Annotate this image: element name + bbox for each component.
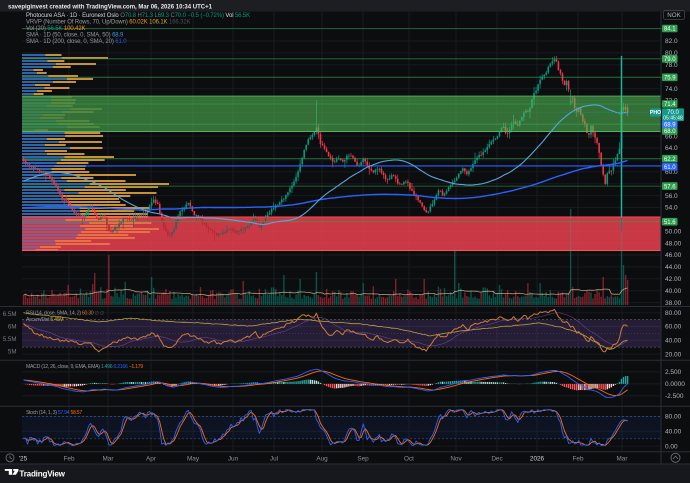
- svg-text:6M: 6M: [8, 324, 17, 331]
- svg-text:79.0: 79.0: [664, 57, 676, 63]
- svg-text:0.0000: 0.0000: [665, 381, 685, 388]
- svg-text:57.6: 57.6: [664, 184, 676, 190]
- svg-text:Aug: Aug: [316, 455, 328, 462]
- svg-text:Jul: Jul: [270, 455, 278, 462]
- svg-text:64.0: 64.0: [665, 145, 678, 152]
- svg-text:Mar: Mar: [102, 455, 114, 462]
- svg-text:68.0: 68.0: [664, 129, 676, 135]
- svg-text:40.00: 40.00: [665, 338, 682, 345]
- svg-text:Feb: Feb: [572, 455, 583, 462]
- svg-text:Stoch (14, 1, 3) 57.94 58.57: Stoch (14, 1, 3) 57.94 58.57: [26, 410, 82, 416]
- svg-text:46.00: 46.00: [665, 252, 682, 259]
- svg-text:40.00: 40.00: [665, 429, 682, 436]
- svg-text:20.00: 20.00: [665, 351, 682, 358]
- svg-text:-2.500: -2.500: [665, 393, 684, 400]
- svg-text:66.0: 66.0: [665, 133, 678, 140]
- svg-text:May: May: [187, 455, 200, 462]
- svg-text:'25: '25: [19, 455, 28, 462]
- svg-text:60.0: 60.0: [665, 169, 678, 176]
- svg-text:VRVP (Number Of Rows, 70, Up/D: VRVP (Number Of Rows, 70, Up/Down) 60.02…: [26, 20, 191, 26]
- svg-text:56.0: 56.0: [665, 193, 678, 200]
- svg-text:Vol (20) 56.5K 100.42K: Vol (20) 56.5K 100.42K: [26, 26, 86, 32]
- svg-text:51.6: 51.6: [664, 220, 676, 226]
- svg-text:Apr: Apr: [146, 455, 157, 462]
- svg-text:44.00: 44.00: [665, 264, 682, 271]
- svg-text:38.00: 38.00: [665, 300, 682, 307]
- svg-text:SMA · 1D (200, close, 0, SMA,: SMA · 1D (200, close, 0, SMA, 20) 61.0: [26, 39, 127, 45]
- svg-text:2.500: 2.500: [665, 369, 682, 376]
- svg-text:78.0: 78.0: [665, 62, 678, 69]
- svg-text:71.4: 71.4: [664, 102, 676, 108]
- svg-text:Photocure ASA · 1D · Euronext: Photocure ASA · 1D · Euronext Oslo O70.8…: [26, 13, 250, 19]
- svg-text:54.0: 54.0: [665, 205, 678, 212]
- svg-text:62.2: 62.2: [664, 157, 676, 163]
- svg-text:74.0: 74.0: [665, 86, 678, 93]
- svg-text:TradingView: TradingView: [19, 470, 65, 479]
- svg-text:MACD (12, 26, close, 9, EMA, E: MACD (12, 26, close, 9, EMA, EMA) 1.496 …: [26, 364, 143, 370]
- svg-text:80.00: 80.00: [665, 414, 682, 421]
- svg-text:5M: 5M: [8, 349, 17, 356]
- svg-text:48.00: 48.00: [665, 240, 682, 247]
- svg-text:40.00: 40.00: [665, 288, 682, 295]
- svg-text:75.9: 75.9: [664, 76, 676, 82]
- svg-text:68.9: 68.9: [664, 123, 676, 129]
- svg-text:6.5M: 6.5M: [3, 311, 17, 318]
- svg-text:05:45:48: 05:45:48: [663, 116, 683, 122]
- svg-text:SMA · 1D (50, close, 0, SMA, 5: SMA · 1D (50, close, 0, SMA, 50) 68.9: [26, 32, 124, 38]
- svg-text:60.00: 60.00: [665, 324, 682, 331]
- svg-text:2026: 2026: [530, 455, 545, 462]
- svg-text:Oct: Oct: [404, 455, 414, 462]
- svg-text:Feb: Feb: [63, 455, 74, 462]
- svg-text:Accum/Dist 5.46M: Accum/Dist 5.46M: [26, 317, 63, 323]
- svg-text:Nov: Nov: [450, 455, 462, 462]
- svg-text:5.5M: 5.5M: [3, 336, 17, 343]
- svg-text:RSI (14, close, SMA, 14, 2) 60: RSI (14, close, SMA, 14, 2) 60.30 ∅ ∅: [26, 311, 104, 317]
- svg-text:Mar: Mar: [616, 455, 628, 462]
- svg-text:61.0: 61.0: [664, 165, 676, 171]
- svg-text:82.0: 82.0: [665, 38, 678, 45]
- svg-text:savepiginvest created with Tra: savepiginvest created with TradingView.c…: [8, 5, 213, 11]
- svg-text:70.0: 70.0: [667, 110, 679, 116]
- svg-text:Dec: Dec: [491, 455, 503, 462]
- svg-text:84.1: 84.1: [664, 27, 676, 33]
- svg-text:80.0: 80.0: [665, 50, 678, 57]
- svg-text:Sep: Sep: [357, 455, 369, 462]
- svg-text:80.00: 80.00: [665, 310, 682, 317]
- svg-text:PHO: PHO: [650, 110, 661, 116]
- svg-text:50.00: 50.00: [665, 228, 682, 235]
- svg-text:NOK: NOK: [667, 12, 681, 19]
- svg-text:Jun: Jun: [228, 455, 239, 462]
- svg-text:0.00: 0.00: [665, 443, 678, 450]
- svg-text:42.00: 42.00: [665, 276, 682, 283]
